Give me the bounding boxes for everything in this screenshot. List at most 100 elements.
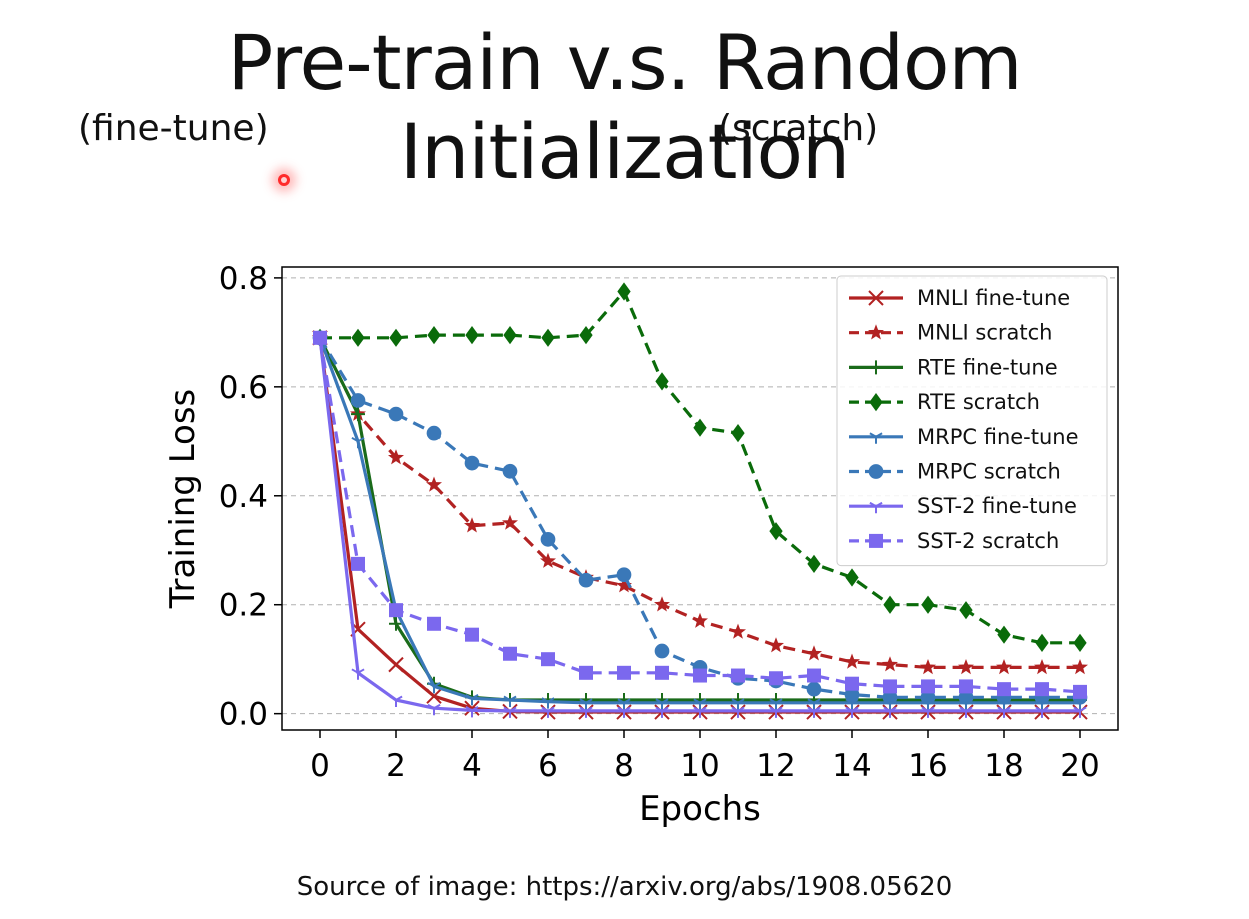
series-sst-2-fine-tune — [313, 333, 1087, 718]
data-point-mrpc-fine-tune — [617, 698, 631, 710]
data-point-mnli-scratch — [920, 659, 936, 675]
data-point-mrpc-scratch — [654, 643, 670, 659]
data-point-mnli-scratch — [768, 637, 784, 653]
legend-item-mrpc-fine-tune: MRPC fine-tune — [849, 425, 1079, 449]
data-point-mnli-fine-tune — [464, 700, 480, 716]
data-point-mrpc-scratch — [920, 689, 936, 705]
data-point-rte-scratch — [959, 601, 973, 620]
data-point-mnli-scratch — [426, 476, 442, 492]
data-point-sst-2-fine-tune — [845, 706, 859, 718]
data-point-mrpc-scratch — [464, 455, 480, 471]
data-point-rte-scratch — [579, 325, 593, 345]
x-tick-label: 16 — [908, 748, 947, 784]
data-point-sst-2-scratch — [731, 668, 745, 683]
data-point-mrpc-scratch — [426, 425, 442, 441]
series-line-sst-2-scratch — [318, 337, 1081, 694]
data-point-sst-2-fine-tune — [807, 706, 821, 718]
data-point-rte-fine-tune — [351, 407, 365, 422]
data-point-mrpc-scratch — [844, 687, 860, 702]
legend-marker — [868, 290, 884, 306]
data-point-mnli-scratch — [958, 659, 974, 675]
data-point-sst-2-scratch — [427, 616, 441, 631]
data-point-rte-scratch — [617, 282, 631, 301]
data-point-mnli-scratch — [654, 596, 670, 612]
data-point-rte-scratch — [465, 325, 479, 345]
data-point-mnli-scratch — [464, 517, 480, 533]
y-axis-label: Training Loss — [163, 389, 203, 610]
data-point-sst-2-scratch — [883, 679, 897, 694]
legend-item-rte-scratch: RTE scratch — [849, 390, 1040, 414]
data-point-sst-2-scratch — [997, 682, 1011, 697]
legend-label: MNLI scratch — [917, 321, 1052, 345]
data-point-rte-scratch — [351, 328, 365, 347]
data-point-sst-2-fine-tune — [617, 706, 631, 718]
data-point-sst-2-fine-tune — [921, 706, 935, 718]
series-rte-scratch — [313, 282, 1087, 652]
legend-marker — [868, 324, 884, 340]
subtitle-scratch: (scratch) — [718, 108, 879, 149]
data-point-sst-2-scratch — [313, 330, 327, 345]
data-point-mnli-scratch — [806, 645, 822, 661]
legend-item-mnli-scratch: MNLI scratch — [849, 321, 1052, 345]
data-point-rte-scratch — [731, 424, 745, 443]
data-point-mnli-scratch — [692, 612, 708, 628]
x-tick-label: 6 — [538, 748, 558, 784]
data-point-mrpc-scratch — [388, 406, 404, 422]
data-point-rte-scratch — [883, 595, 897, 614]
data-point-sst-2-scratch — [921, 679, 935, 694]
data-point-mnli-scratch — [540, 552, 556, 568]
x-tick-label: 20 — [1060, 748, 1099, 784]
legend: MNLI fine-tune MNLI scratch RTE fine-tune R… — [836, 275, 1108, 567]
data-point-mrpc-fine-tune — [351, 436, 365, 449]
data-point-rte-scratch — [921, 595, 935, 614]
data-point-sst-2-scratch — [845, 676, 859, 691]
data-point-sst-2-scratch — [959, 679, 973, 694]
legend-marker — [869, 533, 883, 548]
data-point-mrpc-fine-tune — [769, 698, 783, 710]
y-tick-label: 0.6 — [219, 370, 268, 406]
legend-marker — [869, 360, 883, 375]
data-point-rte-scratch — [769, 522, 783, 541]
data-point-sst-2-fine-tune — [769, 706, 783, 718]
data-point-rte-scratch — [389, 328, 403, 347]
data-point-rte-scratch — [693, 418, 707, 437]
data-point-mnli-fine-tune — [388, 656, 404, 673]
data-point-mnli-scratch — [882, 656, 898, 672]
series-layer — [312, 282, 1088, 720]
data-point-sst-2-scratch — [655, 665, 669, 680]
data-point-sst-2-fine-tune — [541, 706, 555, 718]
data-point-sst-2-fine-tune — [579, 706, 593, 718]
data-point-rte-scratch — [1035, 633, 1049, 652]
data-point-sst-2-scratch — [541, 652, 555, 667]
y-tick-label: 0.2 — [219, 588, 268, 624]
image-source-note: Source of image: https://arxiv.org/abs/1… — [296, 872, 953, 902]
data-point-sst-2-fine-tune — [427, 703, 441, 716]
legend-label: RTE fine-tune — [917, 355, 1058, 379]
x-tick-label: 10 — [680, 748, 719, 784]
y-tick-label: 0.0 — [219, 697, 268, 733]
x-tick-label: 2 — [386, 748, 406, 784]
data-point-mnli-scratch — [730, 623, 746, 639]
x-axis-label: Epochs — [639, 789, 761, 829]
data-point-rte-fine-tune — [389, 616, 403, 631]
data-point-mrpc-scratch — [806, 681, 822, 697]
x-tick-label: 12 — [756, 748, 795, 784]
data-point-mnli-scratch — [1072, 659, 1088, 675]
legend-marker — [869, 393, 883, 412]
legend-marker — [868, 464, 884, 479]
legend-label: MRPC scratch — [917, 460, 1061, 484]
data-point-sst-2-scratch — [807, 668, 821, 683]
data-point-sst-2-scratch — [1073, 684, 1087, 699]
data-point-sst-2-scratch — [389, 603, 403, 618]
data-point-sst-2-scratch — [351, 556, 365, 571]
data-point-rte-scratch — [1073, 633, 1087, 652]
data-point-sst-2-fine-tune — [655, 706, 669, 718]
legend-item-sst-2-fine-tune: SST-2 fine-tune — [849, 494, 1077, 518]
data-point-sst-2-fine-tune — [1035, 706, 1049, 718]
data-point-rte-scratch — [997, 625, 1011, 644]
data-point-mrpc-fine-tune — [541, 697, 555, 709]
data-point-mrpc-fine-tune — [807, 698, 821, 710]
training-loss-chart: 0.00.20.40.60.80 2 4 6 8 10 12 14 16 18 20 Epochs … — [163, 261, 1119, 829]
legend-label: MRPC fine-tune — [917, 425, 1079, 449]
data-point-sst-2-fine-tune — [389, 695, 403, 708]
